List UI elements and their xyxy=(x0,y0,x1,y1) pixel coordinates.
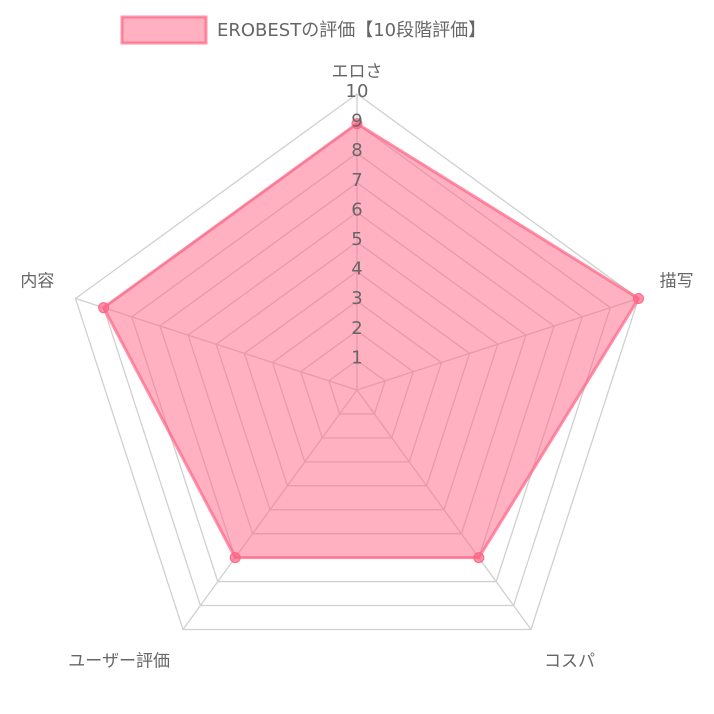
legend-label: EROBESTの評価【10段階評価】 xyxy=(217,20,486,41)
category-label: コスパ xyxy=(544,651,595,671)
category-label: エロさ xyxy=(332,62,383,82)
tick-label: 5 xyxy=(351,229,362,250)
data-point xyxy=(633,293,645,305)
data-point xyxy=(473,552,485,564)
tick-label: 1 xyxy=(351,347,362,368)
data-point xyxy=(351,118,363,130)
tick-label: 2 xyxy=(351,318,362,339)
category-label: 内容 xyxy=(20,272,54,292)
category-label: ユーザー評価 xyxy=(68,651,170,671)
category-label: 描写 xyxy=(660,272,694,292)
tick-label: 9 xyxy=(351,111,362,132)
series-area xyxy=(101,121,641,560)
grid-ring xyxy=(74,93,640,631)
tick-label: 4 xyxy=(351,259,362,280)
tick-label: 8 xyxy=(351,140,362,161)
legend-swatch xyxy=(120,15,208,45)
tick-label: 10 xyxy=(346,81,369,102)
data-point xyxy=(229,552,241,564)
tick-label: 7 xyxy=(351,170,362,191)
tick-label: 6 xyxy=(351,199,362,220)
data-point xyxy=(98,302,110,314)
tick-label: 3 xyxy=(351,288,362,309)
